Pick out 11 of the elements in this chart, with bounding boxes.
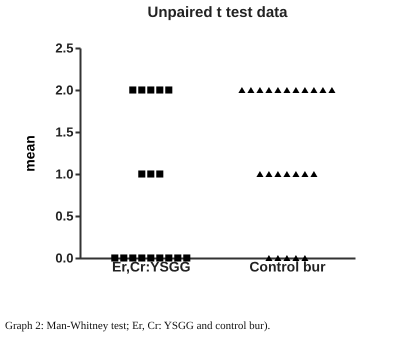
y-tick-label: 0.5 xyxy=(55,208,74,224)
y-tick-label: 2.0 xyxy=(55,82,74,98)
y-tick-label: 0.0 xyxy=(55,250,74,266)
y-tick-label: 2.5 xyxy=(55,40,74,56)
y-tick-label: 1.0 xyxy=(55,166,74,182)
y-axis-title: mean xyxy=(21,135,38,172)
y-tick-label: 1.5 xyxy=(55,124,74,140)
caption: Graph 2: Man-Whitney test; Er, Cr: YSGG and control bur). xyxy=(5,320,270,332)
chart-title: Unpaired t test data xyxy=(147,4,288,21)
x-tick-label: Er,Cr:YSGG xyxy=(112,258,191,274)
x-tick-label: Control bur xyxy=(249,258,326,274)
